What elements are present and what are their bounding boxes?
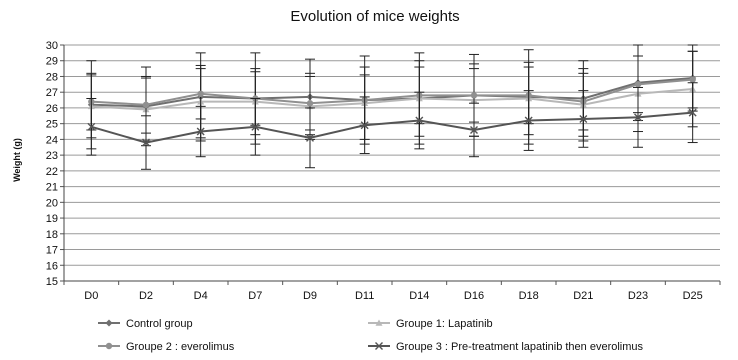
series-line	[91, 77, 693, 108]
legend-marker	[105, 342, 113, 350]
data-point	[251, 122, 260, 131]
data-point	[415, 116, 424, 125]
data-point	[634, 113, 642, 122]
legend-item: Groupe 2 : everolimus	[98, 341, 235, 353]
marker-cross-stroke	[142, 138, 150, 147]
x-tick-label: D23	[628, 290, 648, 302]
marker-cross-stroke	[306, 133, 314, 142]
data-point	[197, 90, 204, 97]
marker-cross-stroke	[470, 125, 478, 134]
x-tick-label: D18	[519, 290, 539, 302]
legend-marker	[105, 319, 113, 327]
marker-cross-stroke	[415, 116, 424, 125]
marker-cross-stroke	[634, 113, 642, 122]
x-tick-label: D0	[84, 290, 98, 302]
marker-cross-stroke	[375, 342, 383, 350]
x-tick-label: D7	[248, 290, 262, 302]
marker-cross-stroke	[251, 122, 260, 131]
x-tick-label: D9	[303, 290, 317, 302]
y-tick-label: 20	[46, 197, 58, 209]
legend: Control group Groupe 1: Lapatinib Groupe 2…	[98, 318, 644, 353]
chart-title: Evolution of mice weights	[290, 8, 459, 25]
data-point	[142, 138, 150, 147]
legend-label: Groupe 1: Lapatinib	[396, 318, 493, 330]
x-tick-label: D16	[464, 290, 484, 302]
marker-cross-stroke	[360, 121, 369, 130]
x-tick-label: D4	[194, 290, 208, 302]
series-2	[86, 50, 698, 142]
series-line	[91, 111, 693, 144]
y-tick-label: 21	[46, 182, 58, 194]
data-point	[524, 116, 533, 125]
x-tick-label: D2	[139, 290, 153, 302]
y-tick-label: 25	[46, 119, 58, 131]
plot-area: 15 16 17 18 19 20 21 22 23 24 25 26 27 28 29 30 D0 D2 D4 D7…	[46, 40, 721, 302]
y-tick-label: 16	[46, 260, 58, 272]
legend-item: Groupe 3 : Pre-treatment lapatinib then …	[368, 341, 644, 353]
y-tick-label: 18	[46, 229, 58, 241]
data-point	[579, 114, 588, 123]
series-line	[91, 78, 693, 106]
data-point	[196, 127, 205, 136]
data-point	[360, 121, 369, 130]
data-point	[470, 125, 478, 134]
marker-cross-stroke	[688, 108, 697, 117]
x-tick-label: D11	[355, 290, 374, 302]
data-point	[142, 101, 150, 108]
legend-item: Control group	[98, 318, 193, 330]
data-point	[634, 81, 642, 88]
legend-label: Groupe 2 : everolimus	[126, 341, 235, 353]
series-4	[86, 82, 698, 170]
legend-marker	[375, 319, 383, 326]
y-tick-label: 15	[46, 276, 58, 288]
marker-cross-stroke	[524, 116, 533, 125]
y-tick-label: 27	[46, 87, 58, 99]
legend-label: Control group	[126, 318, 193, 330]
x-tick-label: D21	[573, 290, 593, 302]
data-point	[688, 108, 697, 117]
data-point	[87, 122, 96, 131]
legend-label: Groupe 3 : Pre-treatment lapatinib then …	[396, 341, 644, 353]
marker-cross-stroke	[196, 127, 205, 136]
data-point	[470, 92, 478, 99]
y-tick-label: 19	[46, 213, 58, 225]
y-tick-label: 29	[46, 56, 58, 68]
y-tick-label: 26	[46, 103, 58, 115]
y-tick-label: 23	[46, 150, 58, 162]
marker-cross-stroke	[579, 114, 588, 123]
x-tick-label: D25	[683, 290, 703, 302]
legend-marker	[375, 342, 383, 350]
x-tick-label: D14	[409, 290, 429, 302]
legend-item: Groupe 1: Lapatinib	[368, 318, 493, 330]
data-point	[306, 133, 314, 142]
y-tick-label: 24	[46, 134, 58, 146]
marker-cross-stroke	[87, 122, 96, 131]
data-point	[306, 100, 314, 107]
y-tick-label: 17	[46, 245, 58, 257]
y-axis-label: Weight (g)	[12, 138, 22, 182]
series-line	[91, 88, 693, 111]
y-tick-label: 22	[46, 166, 58, 178]
y-tick-label: 30	[46, 40, 58, 52]
y-tick-label: 28	[46, 71, 58, 83]
data-point	[689, 76, 696, 83]
